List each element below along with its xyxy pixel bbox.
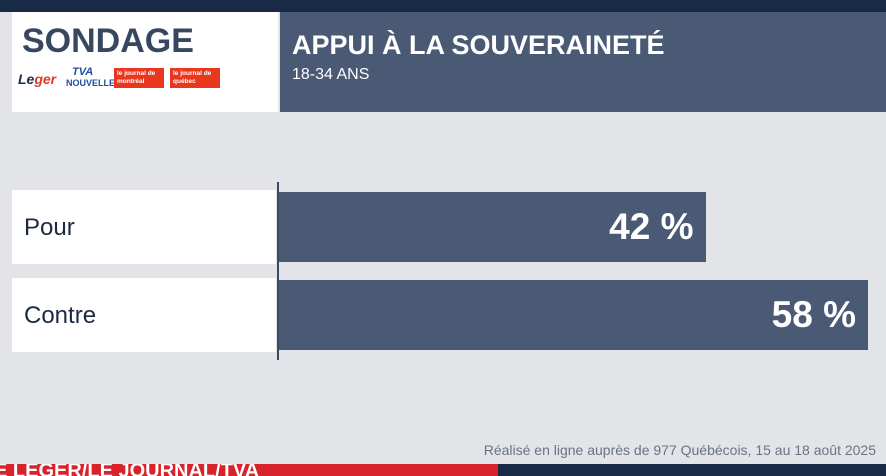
chart-title: APPUI À LA SOUVERAINETÉ [292, 30, 665, 60]
sondage-title: SONDAGE [22, 22, 194, 60]
chart-subtitle: 18-34 ANS [292, 66, 370, 83]
tva-logo-text: TVA [72, 66, 94, 78]
chart-header-band [280, 12, 886, 112]
nouvelles-logo-text: NOUVELLES [66, 78, 122, 88]
bar-value-label: 42 % [609, 206, 694, 247]
journal-de-quebec-logo: le journal de québec [170, 68, 220, 88]
sondage-logo-box [12, 12, 278, 112]
journal-de-montreal-logo: le journal de montréal [114, 68, 164, 88]
category-label: Contre [24, 302, 97, 329]
bar-value-label: 58 % [771, 294, 856, 335]
leger-logo-part-b: ger [34, 71, 57, 87]
partner-logos: Leger TVA NOUVELLES le journal de montré… [18, 66, 268, 92]
category-label: Pour [24, 214, 75, 241]
category-label-box [12, 278, 276, 352]
bar [279, 280, 868, 350]
top-frame-strip [0, 0, 886, 12]
bar-axis-line [277, 182, 279, 360]
tva-nouvelles-logo: TVA NOUVELLES [66, 66, 121, 92]
leger-logo: Leger [18, 71, 56, 87]
news-ticker-text: É LÉGER/LE JOURNAL/TVA [0, 464, 260, 476]
bar [279, 192, 706, 262]
news-ticker-navy [498, 464, 886, 476]
leger-logo-part-a: Le [18, 71, 35, 87]
news-ticker-red: É LÉGER/LE JOURNAL/TVA [0, 464, 498, 476]
category-label-box [12, 190, 276, 264]
methodology-footnote: Réalisé en ligne auprès de 977 Québécois… [483, 442, 876, 458]
